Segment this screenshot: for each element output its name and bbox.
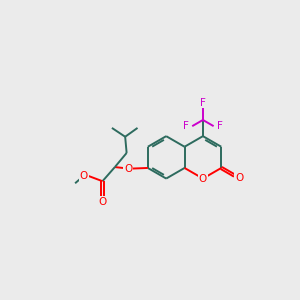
Text: O: O [199, 174, 207, 184]
Text: O: O [124, 164, 133, 173]
Text: F: F [217, 121, 223, 131]
Text: O: O [98, 197, 106, 207]
Text: F: F [183, 121, 189, 131]
Text: O: O [235, 173, 243, 183]
Text: F: F [200, 98, 206, 108]
Text: O: O [80, 171, 88, 181]
